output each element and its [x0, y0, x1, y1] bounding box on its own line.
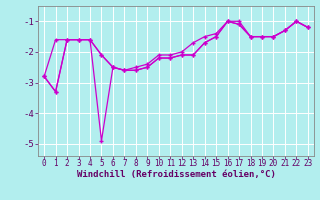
X-axis label: Windchill (Refroidissement éolien,°C): Windchill (Refroidissement éolien,°C) [76, 170, 276, 179]
